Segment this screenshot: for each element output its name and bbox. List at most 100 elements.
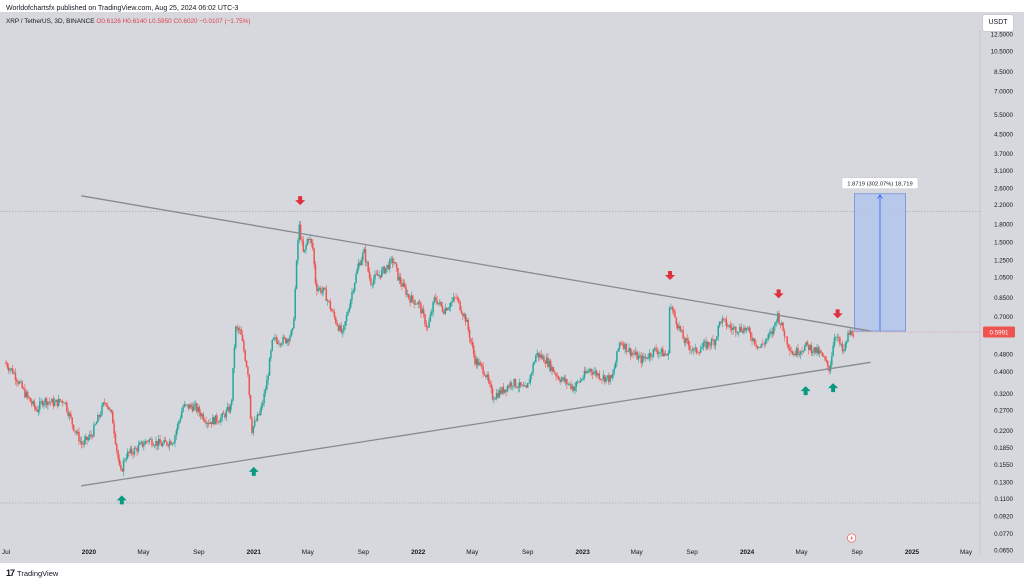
candle-body xyxy=(252,426,255,433)
candle xyxy=(106,402,109,410)
candle xyxy=(733,325,736,331)
candle xyxy=(410,291,413,303)
candle-body xyxy=(270,350,272,359)
symbol-name[interactable]: XRP / TetherUS, 3D, BINANCE xyxy=(6,18,95,25)
candle xyxy=(409,295,411,307)
candle-body xyxy=(86,436,88,441)
candle xyxy=(87,434,90,443)
candle-body xyxy=(53,401,56,406)
candle xyxy=(190,402,192,410)
candle-body xyxy=(676,324,679,329)
candle-body xyxy=(28,396,30,398)
tradingview-footer[interactable]: 17 TradingView xyxy=(6,568,58,578)
candle xyxy=(806,339,809,347)
candle xyxy=(103,398,106,406)
candle-body xyxy=(778,313,780,324)
candle xyxy=(324,286,326,290)
candle xyxy=(163,437,165,445)
candle-body xyxy=(362,253,364,261)
candle-body xyxy=(656,350,659,354)
candle xyxy=(399,272,402,287)
candle-body xyxy=(244,350,246,361)
candle-body xyxy=(570,383,572,389)
candle-body xyxy=(74,430,76,432)
candle xyxy=(164,436,167,442)
candle-body xyxy=(833,337,836,346)
candle-body xyxy=(548,360,551,367)
candle-body xyxy=(537,352,540,358)
candle-body xyxy=(449,302,452,308)
candle-body xyxy=(821,352,824,356)
currency-button[interactable]: USDT xyxy=(982,14,1014,32)
candle-body xyxy=(579,379,582,383)
candle-body xyxy=(603,375,606,382)
candle-body xyxy=(637,355,640,360)
candle xyxy=(551,364,553,376)
candle-body xyxy=(475,359,478,365)
candle-body xyxy=(306,239,309,246)
candle xyxy=(282,334,284,347)
candle xyxy=(20,379,22,384)
candle xyxy=(614,360,617,369)
candle xyxy=(397,267,399,282)
candle-body xyxy=(518,382,521,388)
candle-body xyxy=(43,402,45,406)
x-tick-label: 2021 xyxy=(247,549,262,556)
candle xyxy=(116,442,118,455)
candle xyxy=(340,321,342,334)
candle xyxy=(645,357,648,360)
candle-body xyxy=(762,343,764,345)
candle xyxy=(248,374,251,399)
candle-body xyxy=(217,421,219,423)
symbol-info: XRP / TetherUS, 3D, BINANCE O0.6126 H0.6… xyxy=(6,18,251,25)
candle-body xyxy=(767,334,770,339)
candle xyxy=(631,348,633,358)
candle-body xyxy=(671,307,674,310)
candle xyxy=(159,434,161,444)
candle-body xyxy=(629,348,632,356)
candle-body xyxy=(752,338,755,341)
candle xyxy=(375,270,378,276)
candle-body xyxy=(59,398,61,402)
candle xyxy=(735,325,737,337)
candle-body xyxy=(190,404,192,407)
candle xyxy=(724,318,726,323)
candle-body xyxy=(340,325,342,333)
candle-body xyxy=(453,297,456,299)
candle xyxy=(670,303,672,310)
candle xyxy=(220,414,222,426)
candle-body xyxy=(772,325,775,334)
candle-body xyxy=(501,387,503,394)
candle-body xyxy=(502,387,505,393)
candle-body xyxy=(291,328,294,331)
candle-body xyxy=(786,336,788,345)
candle xyxy=(197,403,199,416)
candle xyxy=(67,407,69,419)
candle-body xyxy=(617,348,619,352)
candle-body xyxy=(170,441,172,445)
candle xyxy=(656,347,659,357)
candle-body xyxy=(401,283,403,287)
candle-body xyxy=(487,374,490,382)
candle xyxy=(286,337,288,347)
candle-body xyxy=(229,405,232,413)
candle-body xyxy=(728,325,730,327)
candle xyxy=(129,445,132,455)
measure-arrow-head xyxy=(877,194,883,200)
candle xyxy=(226,402,229,412)
candle-body xyxy=(425,324,428,327)
candle-body xyxy=(379,274,382,278)
candle xyxy=(768,329,771,339)
candle-body xyxy=(128,451,130,453)
candle-body xyxy=(386,264,388,268)
candle-body xyxy=(781,322,783,325)
candle xyxy=(825,356,828,364)
candle xyxy=(41,399,44,408)
candle-body xyxy=(83,439,86,445)
candle xyxy=(697,350,699,354)
candle xyxy=(463,311,465,319)
candle-body xyxy=(795,348,798,356)
candle-body xyxy=(743,327,745,333)
candle xyxy=(18,380,21,385)
